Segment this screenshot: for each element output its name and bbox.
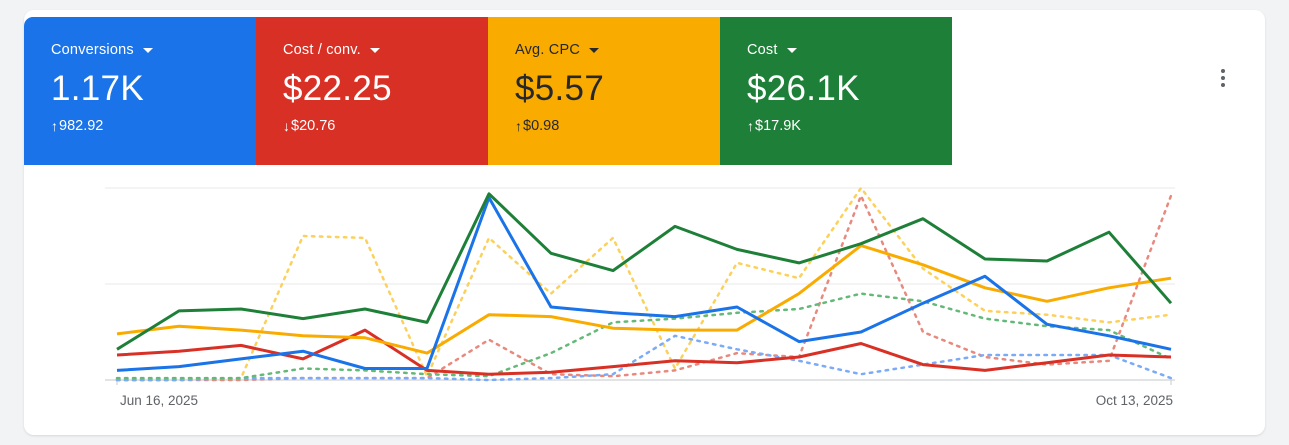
metric-label: Conversions [51, 42, 134, 58]
series-conversions [116, 196, 1172, 372]
metric-selector-avg-cpc[interactable]: Avg. CPC [515, 42, 720, 58]
delta-up-arrow-icon: ↑ [747, 118, 754, 134]
metric-card-cost: Cost $26.1K ↑ $17.9K [720, 17, 952, 165]
dropdown-caret-icon [786, 47, 797, 53]
x-axis-label-end: Oct 13, 2025 [1096, 393, 1173, 408]
delta-value: $0.98 [523, 118, 560, 134]
series-prev-cost [115, 292, 1173, 380]
metric-selector-cost-per-conv[interactable]: Cost / conv. [283, 42, 488, 58]
metric-delta: ↑ $17.9K [747, 118, 952, 134]
metric-card-avg-cpc: Avg. CPC $5.57 ↑ $0.98 [488, 17, 720, 165]
delta-value: $20.76 [291, 118, 336, 134]
metric-delta: ↓ $20.76 [283, 118, 488, 134]
metric-label: Avg. CPC [515, 42, 580, 58]
trend-chart: Jun 16, 2025 Oct 13, 2025 [105, 186, 1175, 408]
series-cost-per-conv [116, 328, 1172, 376]
delta-value: $17.9K [755, 118, 801, 134]
scorecard-row: Conversions 1.17K ↑ 982.92 Cost / conv. … [24, 10, 1265, 165]
series-avg-cpc [116, 244, 1172, 355]
series-prev-avg-cpc [115, 186, 1173, 382]
metric-card-cost-per-conv: Cost / conv. $22.25 ↓ $20.76 [256, 17, 488, 165]
metric-delta: ↑ $0.98 [515, 118, 720, 134]
trend-chart-container: Jun 16, 2025 Oct 13, 2025 [24, 175, 1265, 430]
metric-card-conversions: Conversions 1.17K ↑ 982.92 [24, 17, 256, 165]
metric-selector-cost[interactable]: Cost [747, 42, 952, 58]
kebab-icon [1221, 68, 1225, 73]
overview-widget: Conversions 1.17K ↑ 982.92 Cost / conv. … [24, 10, 1265, 435]
series-prev-conversions [115, 334, 1173, 382]
metric-value: 1.17K [51, 69, 144, 108]
series-lines [115, 186, 1173, 382]
dropdown-caret-icon [369, 47, 380, 53]
metric-label: Cost [747, 42, 778, 58]
dropdown-caret-icon [589, 47, 599, 53]
metric-value: $22.25 [283, 69, 392, 108]
delta-down-arrow-icon: ↓ [283, 118, 290, 134]
delta-up-arrow-icon: ↑ [51, 118, 58, 134]
metric-selector-conversions[interactable]: Conversions [51, 42, 256, 58]
series-cost [116, 192, 1173, 351]
metric-value: $5.57 [515, 69, 605, 108]
delta-value: 982.92 [59, 118, 104, 134]
metric-value: $26.1K [747, 69, 860, 108]
metric-label: Cost / conv. [283, 42, 361, 58]
delta-up-arrow-icon: ↑ [515, 118, 522, 134]
x-axis-label-start: Jun 16, 2025 [120, 393, 198, 408]
metric-delta: ↑ 982.92 [51, 118, 256, 134]
dropdown-caret-icon [142, 47, 153, 53]
more-options-button[interactable] [1209, 62, 1237, 94]
